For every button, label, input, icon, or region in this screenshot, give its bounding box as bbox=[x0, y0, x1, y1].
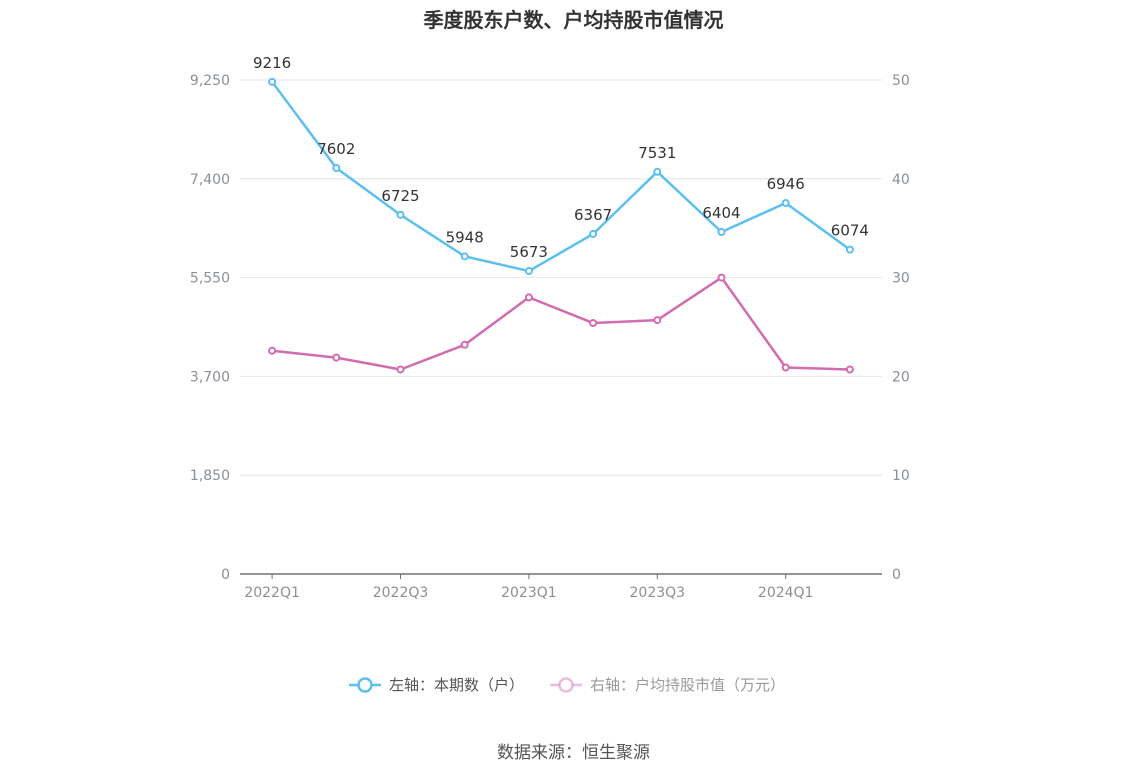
left-tick-label: 5,550 bbox=[190, 271, 230, 287]
data-point bbox=[524, 267, 533, 276]
data-point bbox=[781, 363, 790, 372]
data-point bbox=[717, 227, 726, 236]
data-point bbox=[268, 346, 277, 355]
data-label: 6367 bbox=[574, 206, 612, 224]
data-label: 5948 bbox=[446, 228, 484, 246]
data-label: 6074 bbox=[831, 222, 869, 240]
x-tick-label: 2023Q3 bbox=[630, 585, 686, 601]
data-label: 9216 bbox=[253, 54, 291, 72]
data-point bbox=[845, 245, 854, 254]
legend-label: 左轴：本期数（户） bbox=[389, 676, 524, 694]
data-point bbox=[396, 365, 405, 374]
data-point bbox=[332, 164, 341, 173]
data-point bbox=[268, 77, 277, 86]
x-tick-label: 2022Q1 bbox=[244, 585, 300, 601]
right-tick-label: 20 bbox=[892, 369, 910, 385]
data-point bbox=[332, 353, 341, 362]
legend-label: 右轴：户均持股市值（万元） bbox=[590, 676, 785, 694]
right-tick-label: 50 bbox=[892, 73, 910, 89]
data-label: 6725 bbox=[381, 187, 419, 205]
series-line bbox=[271, 81, 851, 273]
data-label: 6404 bbox=[702, 204, 740, 222]
x-tick-label: 2023Q1 bbox=[501, 585, 557, 601]
data-point bbox=[781, 199, 790, 208]
left-tick-label: 9,250 bbox=[190, 73, 230, 89]
data-source: 数据来源：恒生聚源 bbox=[497, 743, 650, 763]
right-tick-label: 10 bbox=[892, 468, 910, 484]
data-label: 7602 bbox=[317, 140, 355, 158]
right-tick-label: 40 bbox=[892, 172, 910, 188]
data-point bbox=[396, 210, 405, 219]
legend-marker bbox=[357, 677, 373, 693]
gridlines bbox=[240, 79, 882, 476]
left-tick-label: 1,850 bbox=[190, 468, 230, 484]
legend: 左轴：本期数（户） 右轴：户均持股市值（万元） bbox=[349, 676, 785, 694]
left-axis: 0 1,850 3,700 5,550 7,400 9,250 bbox=[190, 73, 230, 583]
data-label: 5673 bbox=[510, 243, 548, 261]
data-label: 7531 bbox=[638, 144, 676, 162]
chart-title: 季度股东户数、户均持股市值情况 bbox=[423, 8, 724, 32]
data-point bbox=[589, 319, 598, 328]
data-point bbox=[845, 365, 854, 374]
left-tick-label: 7,400 bbox=[190, 172, 230, 188]
data-point bbox=[524, 293, 533, 302]
series-line bbox=[271, 276, 850, 371]
left-tick-label: 3,700 bbox=[190, 369, 230, 385]
data-label: 6946 bbox=[767, 175, 805, 193]
x-tick-label: 2024Q1 bbox=[758, 585, 814, 601]
legend-marker bbox=[558, 677, 574, 693]
right-tick-label: 0 bbox=[892, 567, 901, 583]
right-axis: 0 10 20 30 40 50 bbox=[892, 73, 910, 583]
x-tick-label: 2022Q3 bbox=[373, 585, 429, 601]
data-point bbox=[653, 167, 662, 176]
x-axis: 2022Q1 2022Q3 2023Q1 2023Q3 2024Q1 bbox=[240, 573, 882, 601]
data-point bbox=[460, 252, 469, 261]
data-point bbox=[460, 340, 469, 349]
data-point bbox=[717, 273, 726, 282]
data-point bbox=[589, 229, 598, 238]
series-layer: 9216 7602 6725 5948 5673 6367 7531 6404 6946 6074 bbox=[253, 54, 869, 374]
right-tick-label: 30 bbox=[892, 271, 910, 287]
data-point bbox=[653, 316, 662, 325]
left-tick-label: 0 bbox=[221, 567, 230, 583]
